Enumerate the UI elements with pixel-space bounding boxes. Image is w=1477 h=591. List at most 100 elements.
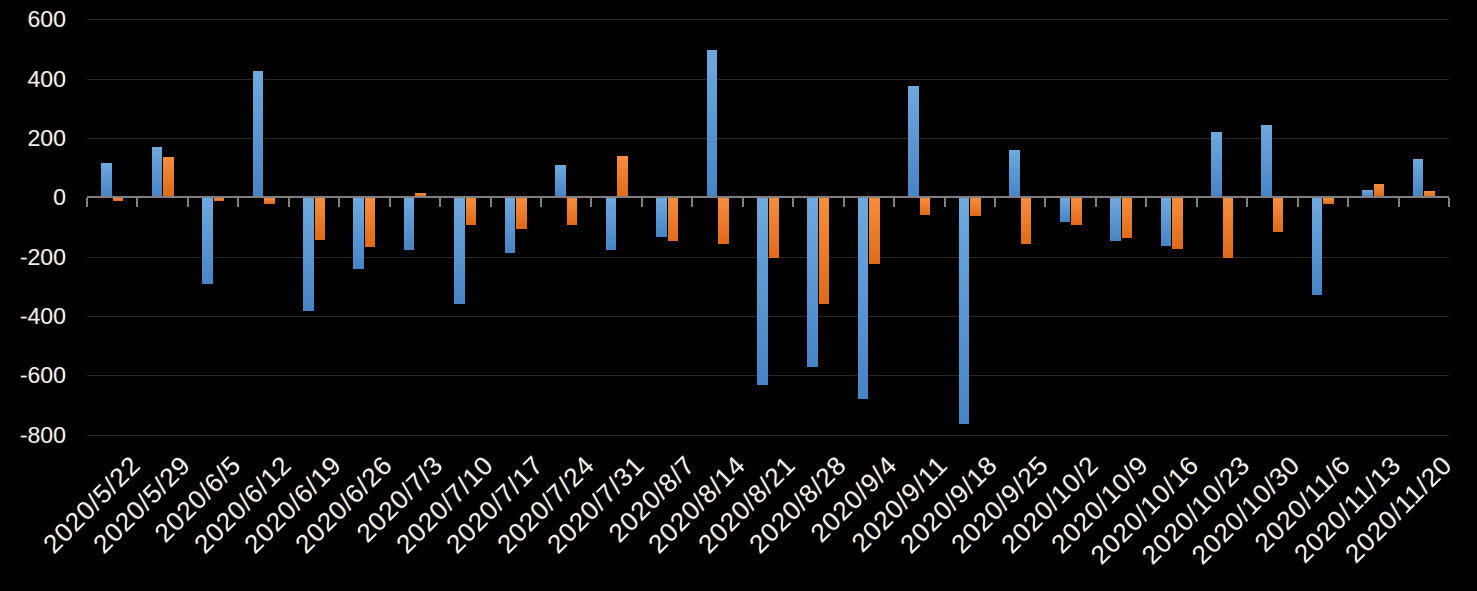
bar-blue bbox=[353, 198, 364, 270]
bar-blue bbox=[1059, 198, 1071, 223]
category-tick-mark bbox=[792, 198, 795, 207]
bar-orange bbox=[364, 198, 376, 248]
bar-orange bbox=[818, 198, 830, 304]
y-axis-tick-label: 0 bbox=[53, 184, 66, 211]
bar-blue bbox=[1211, 132, 1222, 198]
bar-blue bbox=[908, 86, 919, 198]
gridline--600 bbox=[87, 375, 1449, 377]
category-tick-mark bbox=[388, 198, 391, 207]
category-tick-mark bbox=[439, 198, 442, 207]
bar-orange bbox=[213, 198, 225, 201]
x-axis-line bbox=[87, 196, 1449, 199]
bar-blue bbox=[1362, 189, 1373, 198]
bar-orange bbox=[667, 198, 679, 242]
category-tick-mark bbox=[1195, 198, 1198, 207]
bar-orange bbox=[415, 192, 426, 198]
category-tick-mark bbox=[489, 198, 492, 207]
bar-blue bbox=[151, 146, 163, 198]
bar-blue bbox=[1110, 198, 1121, 242]
y-axis-tick-label: 600 bbox=[27, 6, 66, 33]
bar-orange bbox=[112, 198, 124, 202]
category-tick-mark bbox=[1145, 198, 1148, 207]
gridline--400 bbox=[87, 315, 1449, 317]
category-tick-mark bbox=[1246, 198, 1249, 207]
category-tick-mark bbox=[1094, 198, 1097, 207]
bar-blue bbox=[504, 198, 516, 254]
bar-blue bbox=[555, 164, 566, 198]
category-tick-mark bbox=[1044, 198, 1047, 207]
category-tick-mark bbox=[640, 198, 643, 207]
bar-blue bbox=[1311, 198, 1323, 295]
category-tick-mark bbox=[1448, 198, 1450, 207]
bar-orange bbox=[718, 198, 729, 245]
bar-blue bbox=[202, 198, 213, 285]
gridline--800 bbox=[87, 434, 1449, 436]
bar-orange bbox=[1222, 198, 1233, 258]
bar-orange bbox=[465, 198, 477, 225]
category-tick-mark bbox=[338, 198, 341, 207]
category-tick-mark bbox=[893, 198, 896, 207]
bar-orange bbox=[163, 157, 174, 198]
bar-blue bbox=[706, 50, 718, 198]
category-tick-mark bbox=[590, 198, 593, 207]
category-tick-mark bbox=[237, 198, 240, 207]
bar-blue bbox=[807, 198, 818, 368]
bar-blue bbox=[1412, 158, 1424, 198]
gridline--200 bbox=[87, 256, 1449, 258]
bar-blue bbox=[958, 198, 970, 424]
bar-orange bbox=[264, 198, 275, 205]
gridline-200 bbox=[87, 137, 1449, 139]
y-axis-tick-label: -600 bbox=[19, 362, 66, 389]
category-tick-mark bbox=[186, 198, 189, 207]
bar-orange bbox=[970, 198, 981, 217]
category-tick-mark bbox=[136, 198, 139, 207]
bar-orange bbox=[1272, 198, 1284, 233]
bar-blue bbox=[454, 198, 465, 304]
gridline-400 bbox=[87, 78, 1449, 80]
bar-blue bbox=[757, 198, 768, 386]
category-tick-mark bbox=[1397, 198, 1400, 207]
bar-orange bbox=[1020, 198, 1032, 245]
bar-orange bbox=[314, 198, 325, 240]
bar-orange bbox=[1373, 183, 1385, 198]
bar-orange bbox=[1172, 198, 1183, 249]
bar-orange bbox=[566, 198, 578, 225]
category-tick-mark bbox=[943, 198, 946, 207]
category-tick-mark bbox=[86, 198, 88, 207]
bar-orange bbox=[617, 155, 628, 198]
bar-orange bbox=[1121, 198, 1133, 239]
category-tick-mark bbox=[741, 198, 744, 207]
category-tick-mark bbox=[1296, 198, 1299, 207]
category-tick-mark bbox=[691, 198, 694, 207]
bar-orange bbox=[869, 198, 880, 264]
category-tick-mark bbox=[994, 198, 996, 207]
category-tick-mark bbox=[287, 198, 290, 207]
bar-blue bbox=[605, 198, 617, 251]
bar-blue bbox=[1261, 124, 1272, 198]
y-axis-tick-label: -200 bbox=[19, 243, 66, 270]
category-tick-mark bbox=[1347, 198, 1350, 207]
bar-orange bbox=[1323, 198, 1334, 205]
bar-orange bbox=[919, 198, 931, 215]
bar-blue bbox=[656, 198, 667, 237]
y-axis-tick-label: 400 bbox=[27, 65, 66, 92]
y-axis-tick-label: -800 bbox=[19, 421, 66, 448]
bar-orange bbox=[516, 198, 527, 230]
bar-orange bbox=[1424, 191, 1435, 198]
bar-blue bbox=[403, 198, 415, 251]
bar-orange bbox=[1071, 198, 1082, 225]
bar-blue bbox=[252, 71, 264, 198]
bar-blue bbox=[303, 198, 314, 311]
bar-blue bbox=[1160, 198, 1172, 246]
gridline-600 bbox=[87, 19, 1449, 21]
bar-orange bbox=[768, 198, 779, 258]
bar-blue bbox=[857, 198, 869, 399]
category-tick-mark bbox=[842, 198, 845, 207]
y-axis-tick-label: 200 bbox=[27, 124, 66, 151]
